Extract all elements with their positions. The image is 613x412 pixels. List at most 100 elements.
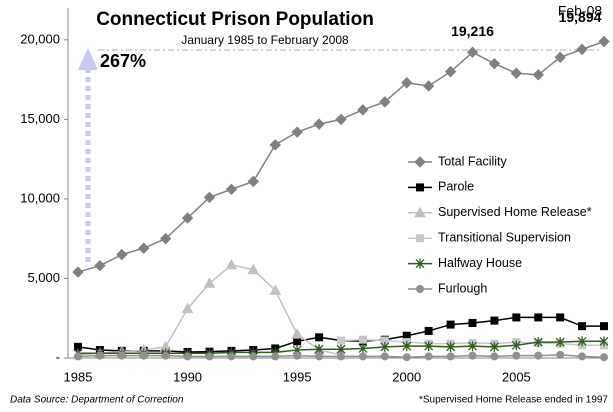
data-point [117, 351, 126, 360]
x-tick-label: 1995 [283, 369, 312, 384]
data-point [247, 263, 260, 275]
data-point [577, 336, 587, 347]
data-point [225, 258, 238, 270]
data-point [424, 341, 434, 352]
data-point [269, 284, 282, 295]
data-point [511, 340, 521, 351]
data-point [468, 351, 477, 360]
data-point [444, 65, 457, 78]
data-point [161, 351, 170, 360]
data-point [576, 43, 588, 56]
legend-marker [416, 234, 424, 243]
data-point [205, 352, 214, 361]
data-point [181, 212, 194, 224]
footnote: *Supervised Home Release ended in 1997 [419, 395, 608, 406]
data-point [358, 343, 368, 354]
annotation: Feb-08 [558, 3, 603, 19]
data-point [555, 337, 565, 348]
data-point [532, 69, 544, 81]
data-point [401, 77, 413, 89]
y-tick-label: 5,000 [27, 270, 60, 285]
data-point [183, 352, 192, 361]
data-point [402, 341, 412, 352]
legend-label: Total Facility [438, 154, 508, 168]
data-point [512, 351, 521, 360]
data-point [379, 96, 391, 108]
data-point [600, 322, 608, 331]
x-tick-label: 2000 [392, 369, 421, 384]
data-point [271, 352, 280, 361]
data-point [293, 337, 302, 346]
data-point [490, 316, 499, 325]
legend-marker [414, 206, 426, 218]
y-tick-label: 10,000 [20, 190, 60, 205]
y-tick-label: - [56, 349, 60, 364]
chart-title: Connecticut Prison Population [96, 9, 374, 30]
data-point [225, 183, 238, 196]
data-point [138, 242, 150, 254]
data-point [600, 353, 608, 362]
data-point [291, 126, 303, 138]
data-point [424, 326, 433, 335]
data-point [380, 341, 390, 352]
data-point [116, 248, 128, 261]
data-point [556, 350, 565, 359]
y-tick-label: 15,000 [20, 111, 60, 126]
data-point [313, 118, 325, 130]
data-point [534, 351, 543, 360]
legend-label: Halfway House [438, 256, 522, 270]
data-point [74, 352, 82, 361]
data-point [335, 113, 347, 126]
data-point [315, 333, 324, 342]
legend-label: Parole [438, 180, 474, 194]
legend-label: Transitional Supervision [438, 230, 571, 244]
data-point [468, 319, 477, 327]
data-point [315, 352, 324, 361]
data-point [554, 51, 566, 64]
data-point [556, 313, 565, 322]
data-point [466, 46, 479, 58]
data-point [533, 337, 543, 348]
data-point [490, 352, 499, 361]
data-point [95, 351, 104, 360]
data-point [578, 352, 587, 361]
data-point [380, 352, 389, 361]
data-point [337, 336, 345, 345]
data-point [203, 191, 216, 204]
x-tick-label: 1990 [173, 369, 202, 384]
data-point [488, 57, 501, 70]
data-point [512, 313, 521, 322]
data-point [510, 67, 523, 79]
data-point [578, 322, 587, 331]
data-point [227, 352, 236, 361]
legend-label: Furlough [438, 281, 487, 295]
data-point [139, 351, 148, 360]
legend-label: Supervised Home Release* [438, 205, 592, 219]
growth-arrow-head [78, 48, 98, 70]
annotation: 267% [100, 51, 146, 71]
data-point [358, 335, 367, 344]
data-point [402, 353, 411, 362]
data-point [357, 104, 369, 116]
data-point [424, 352, 433, 361]
data-point [159, 232, 172, 245]
legend-marker [414, 156, 426, 168]
legend-marker [416, 285, 424, 293]
data-point [599, 336, 609, 347]
data-point [422, 80, 435, 92]
data-point [337, 352, 345, 361]
x-tick-label: 1985 [64, 369, 93, 384]
data-point [291, 328, 304, 339]
data-point [293, 351, 302, 360]
data-point [358, 352, 367, 361]
data-point [446, 341, 456, 352]
data-point [203, 277, 216, 288]
legend-marker [416, 183, 424, 192]
data-point [468, 341, 477, 352]
data-point [534, 313, 543, 322]
data-point [249, 352, 258, 361]
data-point [181, 302, 194, 314]
data-point [446, 320, 455, 329]
source-note: Data Source: Department of Correction [10, 395, 184, 406]
